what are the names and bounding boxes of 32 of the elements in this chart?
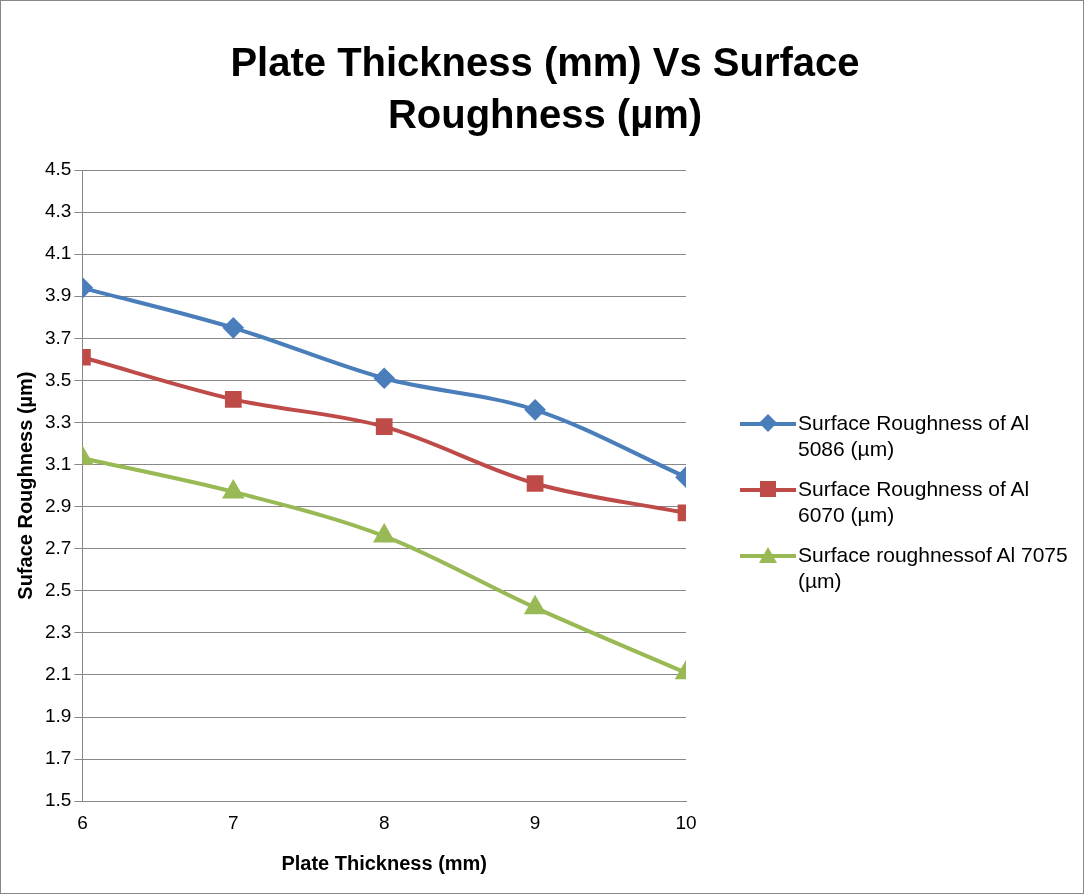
point: [223, 317, 244, 338]
x-tick-label: 7: [228, 811, 239, 833]
x-tick-label: 10: [675, 811, 697, 833]
y-tick-label: 3.3: [44, 410, 72, 432]
legend-label: Surface Roughness of Al 6070 (µm): [798, 476, 1031, 528]
y-tick-label: 3.7: [44, 326, 72, 348]
point: [374, 525, 394, 543]
y-tick-label: 2.3: [44, 621, 72, 643]
y-tick-label: 3.5: [44, 368, 72, 390]
legend-label: Surface roughnessof Al 7075 (µm): [798, 542, 1069, 594]
y-tick-label: 2.1: [44, 663, 72, 685]
y-tick-label: 1.5: [44, 789, 72, 811]
y-tick-label: 2.9: [44, 494, 72, 516]
legend-label: Surface Roughness of Al 5086 (µm): [798, 410, 1031, 462]
point: [375, 418, 393, 436]
y-tick-label: 1.7: [44, 747, 72, 769]
y-axis-title: Suface Roughness (µm): [13, 371, 36, 600]
y-tick-label: 4.5: [44, 158, 72, 180]
y-tick-label: 1.9: [44, 705, 72, 727]
chart-title: Plate Thickness (mm) Vs Surface Roughness (µm): [229, 39, 861, 138]
x-tick-label: 9: [529, 811, 541, 833]
y-tick-label: 3.9: [44, 284, 72, 306]
y-tick-label: 2.7: [44, 536, 72, 558]
x-tick-label: 8: [378, 811, 390, 833]
x-tick-label: 6: [77, 811, 88, 833]
y-tick-label: 4.1: [44, 242, 72, 264]
y-tick-label: 3.1: [44, 452, 72, 474]
point: [374, 368, 395, 389]
point: [223, 480, 244, 499]
y-tick-label: 2.5: [44, 579, 72, 601]
x-axis-title: Plate Thickness (mm): [281, 851, 488, 874]
y-tick-label: 4.3: [44, 200, 72, 222]
